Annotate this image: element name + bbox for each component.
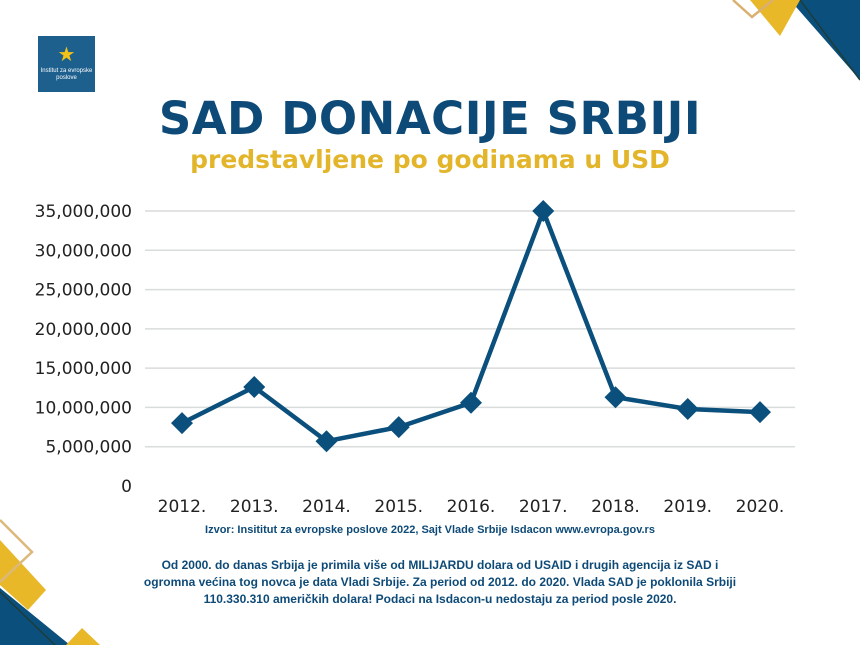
data-point-marker (532, 200, 555, 222)
y-tick-label: 15,000,000 (35, 359, 132, 379)
x-tick-label: 2012. (158, 497, 207, 517)
x-tick-label: 2018. (591, 497, 640, 517)
y-tick-label: 5,000,000 (45, 438, 132, 458)
x-tick-label: 2013. (230, 497, 279, 517)
page-subtitle: predstavljene po godinama u USD (190, 145, 670, 174)
y-tick-label: 0 (121, 477, 132, 497)
data-point-marker (676, 398, 699, 420)
y-tick-label: 30,000,000 (35, 241, 132, 261)
data-point-marker (243, 376, 266, 398)
corner-gold-bottom (0, 540, 46, 610)
x-tick-label: 2014. (302, 497, 351, 517)
x-tick-label: 2016. (447, 497, 496, 517)
logo-text: Institut za evropske poslove (40, 68, 93, 81)
page-title: SAD DONACIJE SRBIJI (158, 92, 702, 145)
data-point-marker (460, 391, 482, 414)
y-tick-label: 35,000,000 (35, 202, 132, 222)
y-tick-label: 25,000,000 (35, 281, 132, 301)
source-text: Izvor: Insititut za evropske poslove 202… (205, 524, 655, 536)
y-tick-label: 20,000,000 (35, 320, 132, 340)
data-point-marker (749, 401, 771, 424)
star-icon: ★ (57, 44, 76, 66)
corner-navy-bottom (0, 588, 70, 645)
x-tick-label: 2017. (519, 497, 568, 517)
x-tick-label: 2019. (663, 497, 712, 517)
data-point-marker (315, 430, 338, 453)
note-text: Od 2000. do danas Srbija je primila više… (143, 558, 737, 606)
y-tick-label: 10,000,000 (35, 398, 132, 418)
data-point-marker (387, 416, 410, 439)
institute-logo: ★ Institut za evropske poslove (38, 36, 95, 92)
data-point-marker (171, 412, 193, 435)
data-point-marker (604, 386, 627, 409)
x-tick-label: 2015. (374, 497, 423, 517)
x-tick-label: 2020. (736, 497, 785, 517)
